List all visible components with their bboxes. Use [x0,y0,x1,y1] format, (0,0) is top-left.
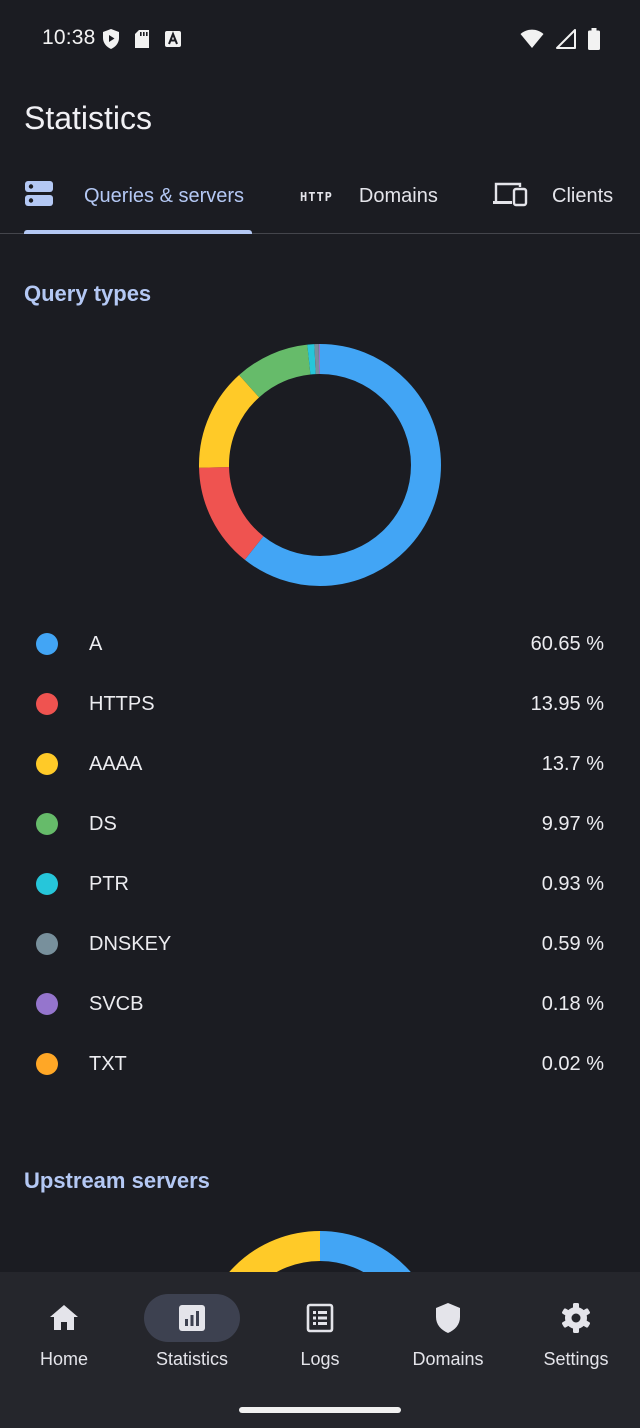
font-a-icon [164,30,182,48]
query-types-legend: A 60.65 % HTTPS 13.95 % AAAA 13.7 % DS 9.97 % PT… [0,614,640,1094]
legend-label: TXT [89,1053,127,1075]
tab-label: Domains [358,185,438,207]
nav-statistics[interactable]: Statistics [128,1272,256,1392]
legend-value: 0.59 % [541,933,604,955]
legend-item: A 60.65 % [0,614,640,674]
active-tab-indicator [24,230,252,234]
tab-domains[interactable]: HTTP Domains [300,160,438,233]
legend-item: AAAA 13.7 % [0,734,640,794]
bottom-navigation: Home Statistics Logs Domains [0,1272,640,1428]
query-type-slice-aaaa [199,344,441,586]
nav-label: Settings [543,1349,609,1369]
legend-value: 0.18 % [541,993,604,1015]
legend-color-dot [36,873,58,895]
nav-label: Domains [412,1349,484,1369]
legend-value: 9.97 % [541,813,604,835]
status-time: 10:38 [42,26,96,49]
nav-home[interactable]: Home [0,1272,128,1392]
tab-label: Queries & servers [84,185,245,207]
home-gesture-bar[interactable] [239,1407,401,1413]
legend-color-dot [36,693,58,715]
nav-logs[interactable]: Logs [256,1272,384,1392]
nav-settings[interactable]: Settings [512,1272,640,1392]
page-title: Statistics [24,100,153,136]
legend-value: 0.02 % [541,1053,604,1075]
nav-label: Logs [300,1349,340,1369]
legend-label: HTTPS [89,693,155,715]
query-types-donut-chart [199,344,441,586]
legend-label: PTR [89,873,129,895]
legend-label: A [89,633,103,655]
legend-color-dot [36,993,58,1015]
gear-icon [558,1300,594,1336]
status-right-icons [520,28,600,50]
legend-value: 0.93 % [541,873,604,895]
upstream-servers-title: Upstream servers [24,1168,210,1193]
legend-item: TXT 0.02 % [0,1034,640,1094]
legend-value: 60.65 % [530,633,604,655]
sd-card-icon [134,29,150,49]
legend-label: DS [89,813,117,835]
shield-icon [430,1300,466,1336]
tab-queries-and-servers[interactable]: Queries & servers [24,160,244,233]
nav-domains[interactable]: Domains [384,1272,512,1392]
http-icon: HTTP [300,189,333,204]
statistics-icon [174,1300,210,1336]
tab-clients[interactable]: Clients [492,160,613,233]
legend-color-dot [36,1053,58,1075]
legend-item: HTTPS 13.95 % [0,674,640,734]
legend-color-dot [36,753,58,775]
status-left-icons [102,28,182,50]
battery-icon [588,28,600,50]
legend-label: DNSKEY [89,933,172,955]
wifi-icon [520,29,544,49]
tab-bar: Queries & servers HTTP Domains Clients [0,160,640,234]
legend-item: SVCB 0.18 % [0,974,640,1034]
legend-label: AAAA [89,753,143,775]
cell-signal-icon [556,29,576,49]
legend-item: DNSKEY 0.59 % [0,914,640,974]
legend-item: DS 9.97 % [0,794,640,854]
legend-value: 13.7 % [541,753,604,775]
shield-play-icon [102,28,120,50]
nav-label: Home [39,1349,88,1369]
status-bar: 10:38 [0,0,640,78]
legend-color-dot [36,933,58,955]
devices-icon [492,180,528,213]
query-types-title: Query types [24,281,152,306]
legend-value: 13.95 % [530,693,604,715]
legend-color-dot [36,813,58,835]
query-type-slice-svcb [199,344,441,586]
server-icon [24,179,54,214]
logs-icon [302,1300,338,1336]
legend-color-dot [36,633,58,655]
home-icon [46,1300,82,1336]
nav-label: Statistics [155,1349,229,1369]
legend-item: PTR 0.93 % [0,854,640,914]
legend-label: SVCB [89,993,144,1015]
tab-label: Clients [552,185,614,207]
